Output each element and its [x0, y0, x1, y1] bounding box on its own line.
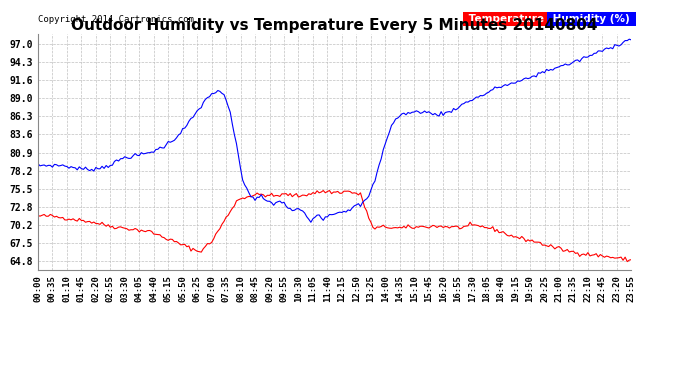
Text: Copyright 2014 Cartronics.com: Copyright 2014 Cartronics.com — [38, 15, 194, 24]
Text: Humidity (%): Humidity (%) — [549, 14, 634, 24]
Title: Outdoor Humidity vs Temperature Every 5 Minutes 20140804: Outdoor Humidity vs Temperature Every 5 … — [71, 18, 598, 33]
Text: Temperature (°F): Temperature (°F) — [465, 14, 573, 24]
